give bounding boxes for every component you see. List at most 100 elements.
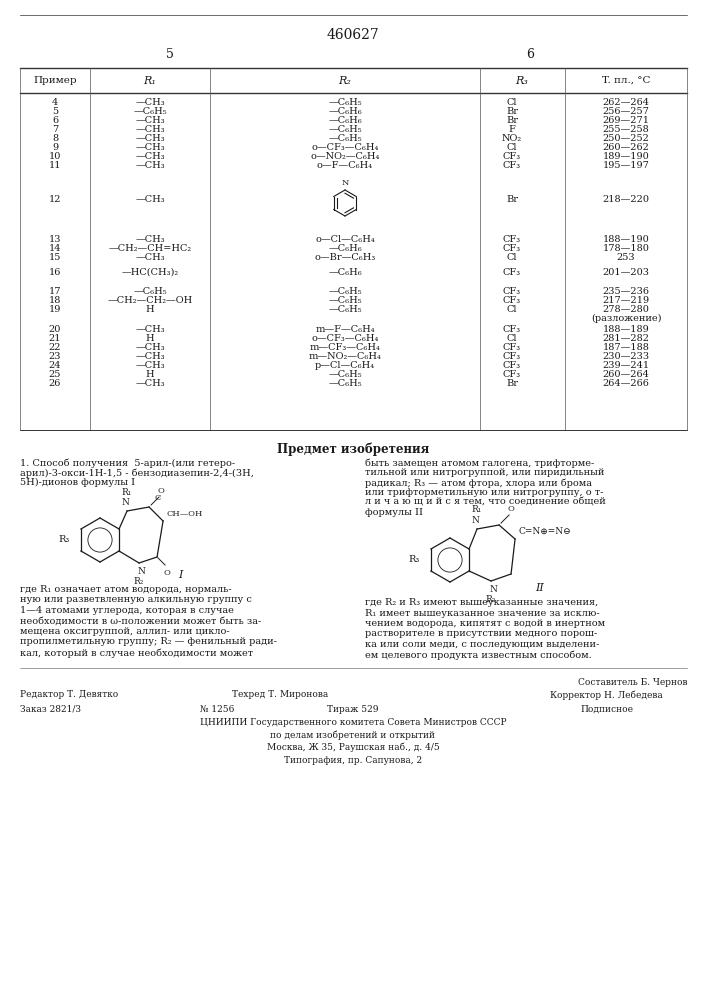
Text: чением водорода, кипятят с водой в инертном: чением водорода, кипятят с водой в инерт… bbox=[365, 619, 605, 628]
Text: 188—190: 188—190 bbox=[602, 235, 649, 244]
Text: 12: 12 bbox=[49, 195, 62, 204]
Text: 460627: 460627 bbox=[327, 28, 380, 42]
Text: 264—266: 264—266 bbox=[602, 379, 650, 388]
Text: 23: 23 bbox=[49, 352, 62, 361]
Text: ем целевого продукта известным способом.: ем целевого продукта известным способом. bbox=[365, 650, 592, 660]
Text: N: N bbox=[471, 516, 479, 525]
Text: 239—241: 239—241 bbox=[602, 361, 650, 370]
Text: 250—252: 250—252 bbox=[602, 134, 650, 143]
Text: II: II bbox=[536, 583, 544, 593]
Text: формулы II: формулы II bbox=[365, 508, 423, 517]
Text: 188—189: 188—189 bbox=[602, 325, 649, 334]
Text: растворителе в присутствии медного порош-: растворителе в присутствии медного порош… bbox=[365, 630, 597, 639]
Text: 256—257: 256—257 bbox=[602, 107, 650, 116]
Text: m—F—C₆H₄: m—F—C₆H₄ bbox=[315, 325, 375, 334]
Text: Br: Br bbox=[506, 116, 518, 125]
Text: H: H bbox=[146, 370, 154, 379]
Text: o—CF₃—C₆H₄: o—CF₃—C₆H₄ bbox=[311, 143, 379, 152]
Text: O: O bbox=[507, 505, 514, 513]
Text: —C₆H₅: —C₆H₅ bbox=[328, 379, 362, 388]
Text: —CH₃: —CH₃ bbox=[135, 352, 165, 361]
Text: 20: 20 bbox=[49, 325, 62, 334]
Text: R₂: R₂ bbox=[134, 577, 144, 586]
Text: 260—264: 260—264 bbox=[602, 370, 650, 379]
Text: 6: 6 bbox=[526, 48, 534, 62]
Text: CH—OH: CH—OH bbox=[166, 510, 202, 518]
Text: N: N bbox=[489, 585, 497, 594]
Text: 7: 7 bbox=[52, 125, 58, 134]
Text: —HC(CH₃)₂: —HC(CH₃)₂ bbox=[122, 268, 179, 277]
Text: N: N bbox=[137, 567, 145, 576]
Text: 262—264: 262—264 bbox=[602, 98, 650, 107]
Text: или трифторметильную или нитрогруппу, о т-: или трифторметильную или нитрогруппу, о … bbox=[365, 488, 603, 497]
Text: арил)-3-окси-1H-1,5 - бензодиазепин-2,4-(3H,: арил)-3-окси-1H-1,5 - бензодиазепин-2,4-… bbox=[20, 468, 254, 478]
Text: 1—4 атомами углерода, которая в случае: 1—4 атомами углерода, которая в случае bbox=[20, 606, 234, 615]
Text: Техред Т. Миронова: Техред Т. Миронова bbox=[232, 690, 328, 699]
Text: № 1256: № 1256 bbox=[200, 705, 235, 714]
Text: 16: 16 bbox=[49, 268, 62, 277]
Text: где R₁ означает атом водорода, нормаль-: где R₁ означает атом водорода, нормаль- bbox=[20, 585, 232, 594]
Text: 10: 10 bbox=[49, 152, 62, 161]
Text: 14: 14 bbox=[49, 244, 62, 253]
Text: R₂: R₂ bbox=[486, 595, 496, 604]
Text: NO₂: NO₂ bbox=[502, 134, 522, 143]
Text: o—Br—C₆H₃: o—Br—C₆H₃ bbox=[315, 253, 375, 262]
Text: Заказ 2821/3: Заказ 2821/3 bbox=[20, 705, 81, 714]
Text: I: I bbox=[178, 570, 182, 580]
Text: 5: 5 bbox=[166, 48, 174, 62]
Text: —C₆H₅: —C₆H₅ bbox=[328, 134, 362, 143]
Text: 24: 24 bbox=[49, 361, 62, 370]
Text: Типография, пр. Сапунова, 2: Типография, пр. Сапунова, 2 bbox=[284, 756, 422, 765]
Text: o—CF₃—C₆H₄: o—CF₃—C₆H₄ bbox=[311, 334, 379, 343]
Text: 217—219: 217—219 bbox=[602, 296, 650, 305]
Text: Cl: Cl bbox=[507, 143, 518, 152]
Text: o—F—C₆H₄: o—F—C₆H₄ bbox=[317, 161, 373, 170]
Text: C=N⊕=N⊖: C=N⊕=N⊖ bbox=[518, 527, 571, 536]
Text: o—Cl—C₆H₄: o—Cl—C₆H₄ bbox=[315, 235, 375, 244]
Text: —CH₃: —CH₃ bbox=[135, 161, 165, 170]
Text: —CH₃: —CH₃ bbox=[135, 134, 165, 143]
Text: —C₆H₅: —C₆H₅ bbox=[133, 287, 167, 296]
Text: Предмет изобретения: Предмет изобретения bbox=[277, 442, 429, 456]
Text: CF₃: CF₃ bbox=[503, 352, 521, 361]
Text: F: F bbox=[508, 125, 515, 134]
Text: Br: Br bbox=[506, 379, 518, 388]
Text: —CH₃: —CH₃ bbox=[135, 235, 165, 244]
Text: —C₆H₅: —C₆H₅ bbox=[328, 305, 362, 314]
Text: Составитель Б. Чернов: Составитель Б. Чернов bbox=[578, 678, 687, 687]
Text: 21: 21 bbox=[49, 334, 62, 343]
Text: O: O bbox=[163, 569, 170, 577]
Text: R₁: R₁ bbox=[122, 488, 132, 497]
Text: 6: 6 bbox=[52, 116, 58, 125]
Text: m—NO₂—C₆H₄: m—NO₂—C₆H₄ bbox=[308, 352, 382, 361]
Text: —C₆H₅: —C₆H₅ bbox=[133, 107, 167, 116]
Text: необходимости в ω-положении может быть за-: необходимости в ω-положении может быть з… bbox=[20, 616, 262, 626]
Text: N: N bbox=[341, 179, 349, 187]
Text: 9: 9 bbox=[52, 143, 58, 152]
Text: 8: 8 bbox=[52, 134, 58, 143]
Text: 26: 26 bbox=[49, 379, 62, 388]
Text: —CH₃: —CH₃ bbox=[135, 253, 165, 262]
Text: 255—258: 255—258 bbox=[602, 125, 649, 134]
Text: —C₆H₆: —C₆H₆ bbox=[328, 268, 362, 277]
Text: Cl: Cl bbox=[507, 305, 518, 314]
Text: л и ч а ю щ и й с я тем, что соединение общей: л и ч а ю щ и й с я тем, что соединение … bbox=[365, 498, 606, 507]
Text: 4: 4 bbox=[52, 98, 58, 107]
Text: CF₃: CF₃ bbox=[503, 370, 521, 379]
Text: CF₃: CF₃ bbox=[503, 361, 521, 370]
Text: Br: Br bbox=[506, 195, 518, 204]
Text: T. пл., °C: T. пл., °C bbox=[602, 76, 650, 85]
Text: CF₃: CF₃ bbox=[503, 161, 521, 170]
Text: CF₃: CF₃ bbox=[503, 152, 521, 161]
Text: 13: 13 bbox=[49, 235, 62, 244]
Text: по делам изобретений и открытий: по делам изобретений и открытий bbox=[271, 730, 436, 740]
Text: —CH₃: —CH₃ bbox=[135, 343, 165, 352]
Text: 18: 18 bbox=[49, 296, 62, 305]
Text: —CH₃: —CH₃ bbox=[135, 325, 165, 334]
Text: CF₃: CF₃ bbox=[503, 235, 521, 244]
Text: —C₆H₅: —C₆H₅ bbox=[328, 287, 362, 296]
Text: CF₃: CF₃ bbox=[503, 287, 521, 296]
Text: тильной или нитрогруппой, или пиридильный: тильной или нитрогруппой, или пиридильны… bbox=[365, 468, 604, 477]
Text: CF₃: CF₃ bbox=[503, 268, 521, 277]
Text: Редактор Т. Девятко: Редактор Т. Девятко bbox=[20, 690, 118, 699]
